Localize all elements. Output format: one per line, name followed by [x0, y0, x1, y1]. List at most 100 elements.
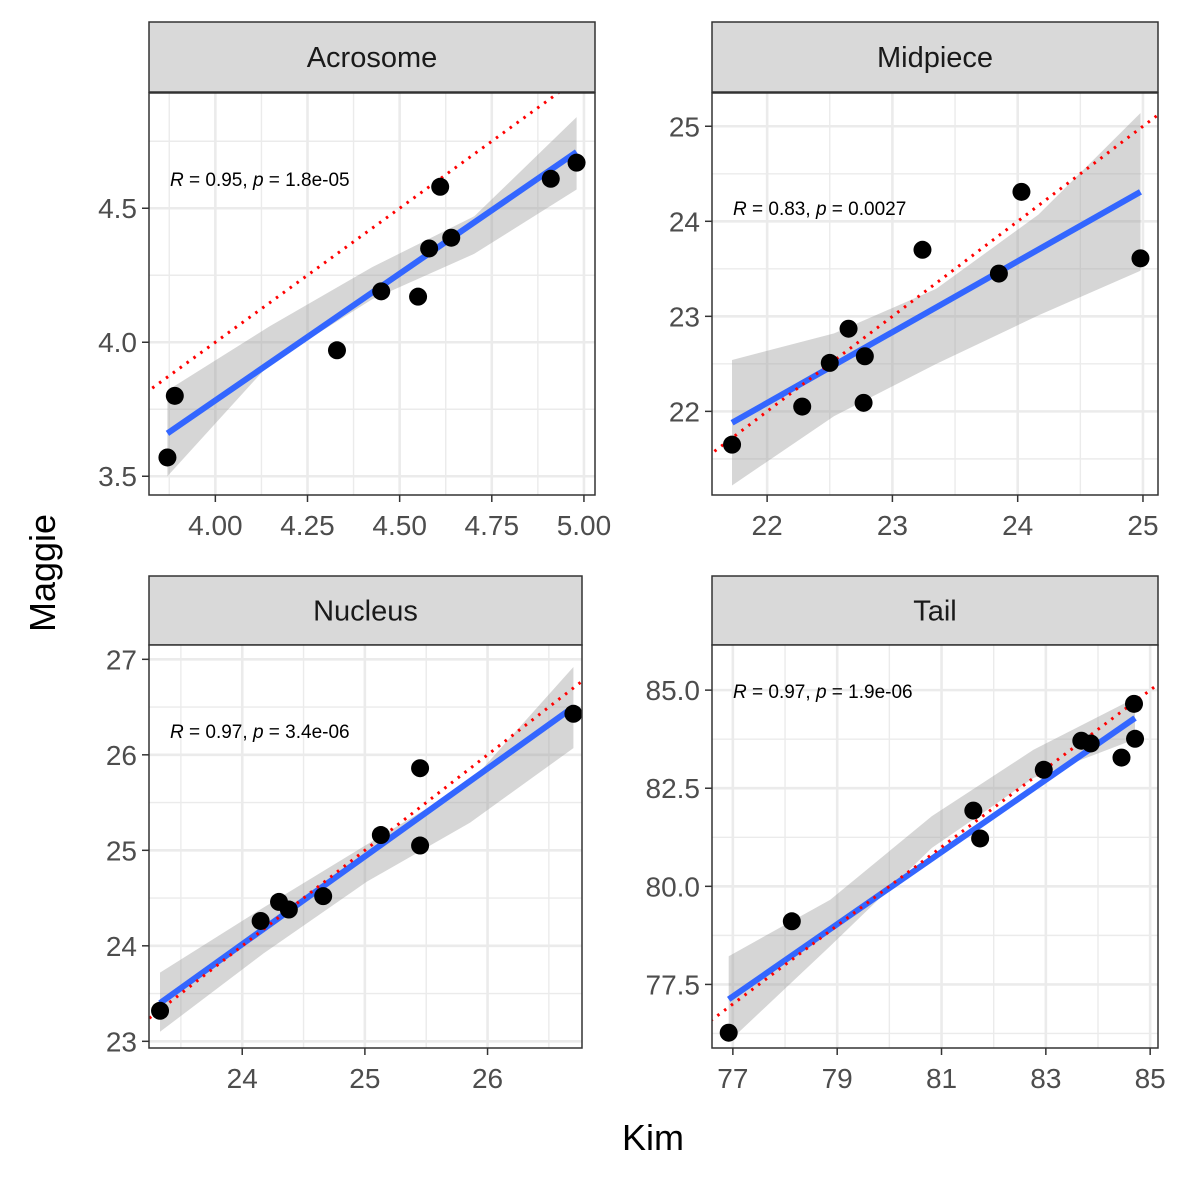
strip-midpiece	[711, 21, 1159, 93]
correlation-label: R = 0.95, p = 1.8e-05	[170, 170, 350, 191]
x-tick-label: 81	[926, 1063, 957, 1094]
y-tick-label: 23	[669, 301, 700, 332]
y-tick-label: 4.5	[98, 193, 137, 224]
y-tick-label: 77.5	[646, 969, 701, 1000]
regression-line	[158, 704, 576, 1006]
strip-label-midpiece: Midpiece	[877, 42, 993, 74]
y-tick-label: 26	[106, 740, 137, 771]
y-axis-title: Maggie	[22, 514, 63, 632]
y-tick-label: 80.0	[646, 871, 701, 902]
data-point	[567, 153, 586, 172]
correlation-label: R = 0.97, p = 1.9e-06	[733, 682, 913, 703]
confidence-band	[167, 117, 577, 477]
x-tick-label: 26	[472, 1063, 503, 1094]
data-point	[541, 169, 560, 188]
regression-line	[165, 149, 579, 436]
x-tick-label: 5.00	[557, 510, 612, 541]
panel-border	[711, 644, 1159, 1049]
data-point	[913, 240, 932, 259]
data-point	[420, 239, 439, 258]
y-tick-label: 4.0	[98, 327, 137, 358]
y-tick-label: 27	[106, 644, 137, 675]
regression-line	[730, 189, 1142, 426]
data-point	[1125, 694, 1144, 713]
y-tick-label: 85.0	[646, 675, 701, 706]
y-tick-label: 24	[106, 931, 137, 962]
panel-nucleus: Nucleus R = 0.97, p = 3.4e-06 24 25 26 23 24 25…	[106, 575, 583, 1094]
strip-label-acrosome: Acrosome	[307, 42, 438, 74]
x-tick-label: 4.25	[280, 510, 335, 541]
data-point	[158, 448, 177, 467]
x-tick-label: 79	[822, 1063, 853, 1094]
x-tick-label: 23	[877, 510, 908, 541]
data-point	[1012, 182, 1031, 201]
confidence-band	[728, 698, 1135, 1042]
x-tick-label: 4.00	[188, 510, 243, 541]
data-point	[279, 900, 298, 919]
y-tick-label: 24	[669, 206, 700, 237]
panel-border	[148, 92, 596, 496]
data-point	[327, 341, 346, 360]
confidence-band	[732, 113, 1141, 486]
data-point	[1131, 249, 1150, 268]
data-point	[411, 759, 430, 778]
strip-acrosome	[148, 21, 596, 93]
data-point	[1034, 760, 1053, 779]
data-point	[723, 435, 742, 454]
regression-line	[726, 715, 1137, 1002]
data-point	[793, 397, 812, 416]
data-point	[719, 1023, 738, 1042]
data-point	[964, 801, 983, 820]
data-point	[372, 282, 391, 301]
plot-area-tail	[712, 645, 1158, 1048]
x-tick-label: 25	[349, 1063, 380, 1094]
data-point	[442, 228, 461, 247]
panel-acrosome: Acrosome R = 0.95, p = 1.8e-05 4.00 4.25 4.5…	[98, 21, 612, 541]
data-point	[820, 353, 839, 372]
data-point	[151, 1001, 170, 1020]
data-point	[989, 264, 1008, 283]
panel-tail: Tail R = 0.97, p = 1.9e-06 77 79 81 83 85 77.5 8…	[646, 575, 1166, 1094]
correlation-label: R = 0.83, p = 0.0027	[733, 199, 906, 220]
y-tick-label: 82.5	[646, 773, 701, 804]
identity-line	[712, 682, 1158, 1022]
x-axis-title: Kim	[622, 1117, 684, 1158]
data-point	[371, 826, 390, 845]
data-point	[1112, 748, 1131, 767]
panel-border	[711, 92, 1159, 496]
y-tick-label: 25	[669, 111, 700, 142]
x-tick-label: 22	[752, 510, 783, 541]
y-tick-label: 25	[106, 835, 137, 866]
confidence-band	[160, 667, 574, 1032]
x-tick-label: 4.75	[465, 510, 520, 541]
data-point	[855, 347, 874, 366]
data-point	[854, 393, 873, 412]
x-tick-label: 85	[1135, 1063, 1166, 1094]
x-tick-label: 4.50	[372, 510, 427, 541]
x-tick-label: 77	[717, 1063, 748, 1094]
strip-tail	[711, 575, 1159, 646]
y-tick-label: 23	[106, 1026, 137, 1057]
data-point	[971, 829, 990, 848]
data-point	[251, 911, 270, 930]
strip-label-tail: Tail	[913, 596, 957, 628]
data-point	[839, 319, 858, 338]
x-tick-label: 24	[227, 1063, 258, 1094]
data-point	[411, 836, 430, 855]
strip-label-nucleus: Nucleus	[313, 596, 418, 628]
plot-area-midpiece	[712, 93, 1158, 495]
data-point	[409, 287, 428, 306]
data-point	[314, 887, 333, 906]
x-tick-label: 24	[1002, 510, 1033, 541]
panel-midpiece: Midpiece R = 0.83, p = 0.0027 22 23 24 25 22 23…	[669, 21, 1159, 541]
data-point	[431, 177, 450, 196]
data-point	[165, 386, 184, 405]
strip-nucleus	[148, 575, 583, 646]
x-tick-label: 25	[1127, 510, 1158, 541]
data-point	[1081, 734, 1100, 753]
correlation-label: R = 0.97, p = 3.4e-06	[170, 722, 350, 743]
x-tick-label: 83	[1030, 1063, 1061, 1094]
data-point	[1126, 729, 1145, 748]
y-tick-label: 22	[669, 396, 700, 427]
